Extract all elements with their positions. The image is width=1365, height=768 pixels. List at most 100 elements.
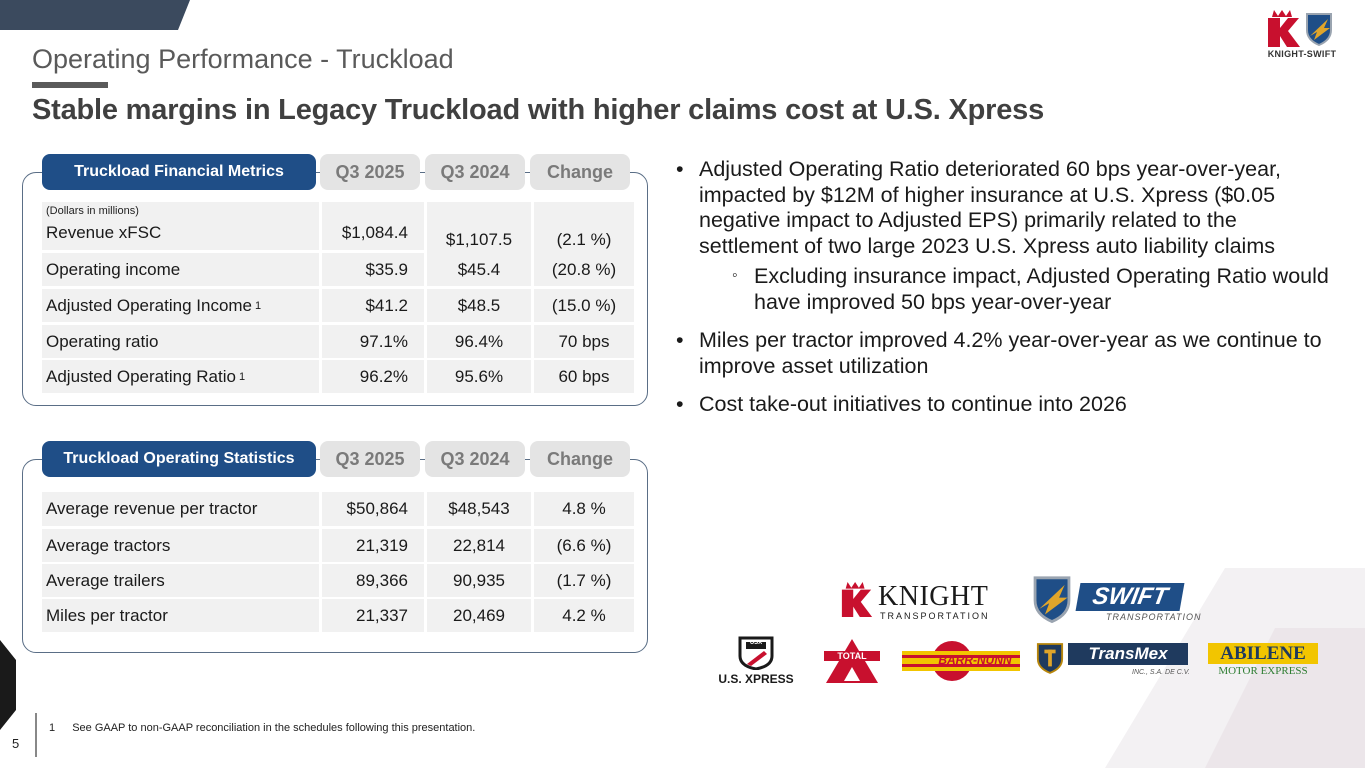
value-q3-2025: 97.1% — [322, 325, 424, 358]
table-row: Adjusted Operating Income 1 $41.2 $48.5 (… — [42, 289, 634, 322]
sub-bullet-marker: ◦ — [732, 267, 738, 284]
swift-shield-icon — [1306, 13, 1332, 46]
knight-transportation-logo: KNIGHT TRANSPORTATION — [840, 579, 1000, 623]
transmex-tagline: INC., S.A. DE C.V. — [1132, 669, 1190, 676]
corner-accent-band — [0, 0, 190, 30]
financial-metrics-table: Truckload Financial Metrics Q3 2025 Q3 2… — [22, 154, 648, 406]
row-label: Average tractors — [46, 535, 171, 555]
operating-statistics-header: Truckload Operating Statistics — [42, 441, 316, 477]
value-change: 70 bps — [534, 325, 634, 358]
table-row: Operating ratio 97.1% 96.4% 70 bps — [42, 325, 634, 358]
value-change: (20.8 %) — [534, 253, 634, 286]
barr-nunn-logo: BARR-NUNN — [902, 639, 1020, 683]
bullet-item: • Cost take-out initiatives to continue … — [676, 392, 1336, 418]
swift-transportation-logo: SWIFT TRANSPORTATION — [1030, 575, 1201, 625]
knight-swift-logo: KNIGHT-SWIFT — [1252, 6, 1352, 62]
value-change: (15.0 %) — [534, 289, 634, 322]
value-change: 4.8 % — [534, 492, 634, 526]
usx-badge-text: USX — [749, 640, 763, 646]
financial-metrics-header: Truckload Financial Metrics — [42, 154, 316, 190]
column-header-q3-2024: Q3 2024 — [425, 441, 525, 477]
value-q3-2025: 96.2% — [322, 360, 424, 393]
value-change: (1.7 %) — [534, 564, 634, 597]
value-change: 60 bps — [534, 360, 634, 393]
footnote-text: See GAAP to non-GAAP reconciliation in t… — [72, 722, 476, 734]
table-row: Revenue xFSC $1,084.4 $1,107.5 (2.1 %) — [42, 202, 634, 257]
value-change: (2.1 %) — [534, 202, 634, 257]
bullet-text: Adjusted Operating Ratio deteriorated 60… — [699, 157, 1282, 258]
table-row: Average tractors 21,319 22,814 (6.6 %) — [42, 529, 634, 562]
abilene-motor-express-logo: ABILENE MOTOR EXPRESS — [1208, 643, 1320, 679]
commentary-bullets: • Adjusted Operating Ratio deteriorated … — [676, 157, 1336, 431]
row-label: Operating income — [46, 259, 181, 279]
barr-nunn-wordmark: BARR-NUNN — [938, 653, 1012, 667]
value-q3-2024: $1,107.5 — [427, 202, 531, 257]
footnote: 1 See GAAP to non-GAAP reconciliation in… — [49, 722, 475, 734]
footnote-marker: 1 — [255, 299, 262, 312]
table-row: Average trailers 89,366 90,935 (1.7 %) — [42, 564, 634, 597]
total-triangle-icon — [826, 639, 878, 683]
column-header-change: Change — [530, 154, 630, 190]
knight-k-icon — [841, 582, 873, 617]
units-note: (Dollars in millions) — [46, 205, 139, 217]
sub-bullet-item: ◦ Excluding insurance impact, Adjusted O… — [699, 264, 1336, 315]
table-row: Adjusted Operating Ratio 1 96.2% 95.6% 60… — [42, 360, 634, 393]
value-q3-2024: $48,543 — [427, 492, 531, 526]
barr-nunn-emblem — [902, 641, 1020, 681]
brand-logos: KNIGHT TRANSPORTATION SWIFT TRANSPORTATI… — [700, 575, 1340, 690]
usx-wordmark: U.S. XPRESS — [718, 672, 794, 686]
value-change: (6.6 %) — [534, 529, 634, 562]
swift-wordmark: SWIFT — [1075, 583, 1185, 611]
value-q3-2025: 21,337 — [322, 599, 424, 632]
value-q3-2025: $50,864 — [322, 492, 424, 526]
total-wordmark: TOTAL — [824, 651, 880, 661]
swift-tagline: TRANSPORTATION — [1106, 612, 1202, 622]
slide-headline: Stable margins in Legacy Truckload with … — [32, 94, 1044, 126]
table-row: Operating income $35.9 $45.4 (20.8 %) — [42, 253, 634, 286]
bullet-dot: • — [676, 157, 684, 181]
row-label: Adjusted Operating Ratio — [46, 366, 236, 386]
value-q3-2025: $41.2 — [322, 289, 424, 322]
footnote-marker: 1 — [49, 722, 56, 734]
value-q3-2024: $45.4 — [427, 253, 531, 286]
transmex-shield-icon — [1036, 643, 1064, 674]
bullet-text: Miles per tractor improved 4.2% year-ove… — [699, 328, 1322, 378]
column-header-q3-2024: Q3 2024 — [425, 154, 525, 190]
row-label: Adjusted Operating Income — [46, 295, 253, 315]
value-q3-2024: $48.5 — [427, 289, 531, 322]
sub-bullet-text: Excluding insurance impact, Adjusted Ope… — [754, 264, 1329, 314]
value-q3-2024: 96.4% — [427, 325, 531, 358]
knight-tagline: TRANSPORTATION — [880, 611, 990, 621]
abilene-wordmark: ABILENE — [1208, 643, 1318, 664]
column-header-change: Change — [530, 441, 630, 477]
footer-divider — [35, 713, 37, 757]
revenue-xfsc-label: Revenue xFSC — [46, 223, 162, 242]
row-label: Average trailers — [46, 570, 165, 590]
column-header-q3-2025: Q3 2025 — [320, 154, 420, 190]
background-accent-shape — [1105, 568, 1365, 768]
row-label: Miles per tractor — [46, 605, 168, 625]
bullet-item: • Miles per tractor improved 4.2% year-o… — [676, 328, 1336, 379]
section-title: Operating Performance - Truckload — [32, 44, 454, 74]
operating-statistics-table: Truckload Operating Statistics Q3 2025 Q… — [22, 441, 648, 653]
bullet-text: Cost take-out initiatives to continue in… — [699, 392, 1127, 416]
usx-shield-icon — [738, 636, 774, 670]
bullet-dot: • — [676, 392, 684, 416]
swift-shield-icon — [1033, 576, 1071, 623]
footnote-marker: 1 — [238, 370, 246, 383]
value-q3-2025: $35.9 — [322, 253, 424, 286]
value-q3-2024: 95.6% — [427, 360, 531, 393]
value-q3-2024: 22,814 — [427, 529, 531, 562]
value-q3-2024: 20,469 — [427, 599, 531, 632]
knight-k-icon — [1268, 10, 1300, 47]
us-xpress-logo: USX U.S. XPRESS — [706, 636, 806, 686]
value-q3-2025: $1,084.4 — [322, 202, 424, 250]
table-row: Miles per tractor 21,337 20,469 4.2 % — [42, 599, 634, 632]
transmex-wordmark: TransMex — [1068, 643, 1188, 665]
row-label: Revenue xFSC — [42, 202, 319, 250]
transmex-logo: TransMex INC., S.A. DE C.V. — [1036, 639, 1192, 683]
bullet-item: • Adjusted Operating Ratio deteriorated … — [676, 157, 1336, 315]
value-change: 4.2 % — [534, 599, 634, 632]
row-label: Operating ratio — [46, 331, 159, 351]
table-row: Average revenue per tractor $50,864 $48,… — [42, 492, 634, 526]
